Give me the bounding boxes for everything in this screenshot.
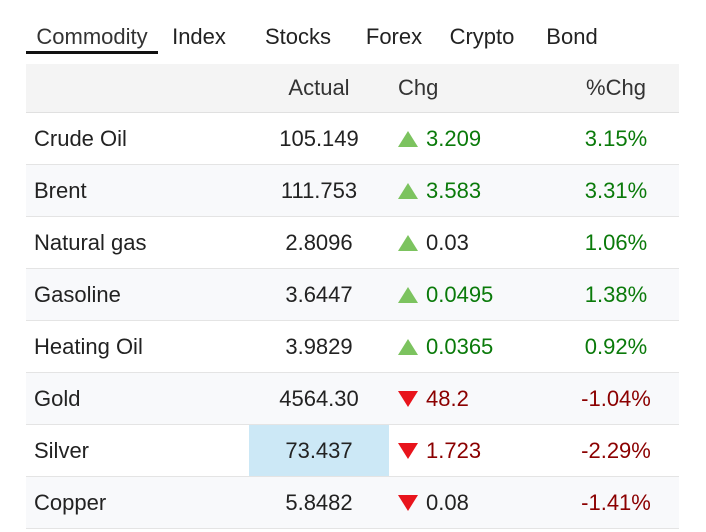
change-value: 3.209 (426, 125, 482, 151)
down-arrow (398, 442, 418, 459)
actual-cell: 3.9829 (285, 333, 353, 359)
down-arrow (398, 494, 418, 511)
header-cell: Actual (288, 75, 350, 100)
change-cell: 0.03 (398, 217, 469, 268)
name-cell: Heating Oil (34, 333, 143, 359)
actual-cell: 4564.30 (279, 385, 359, 411)
table-row[interactable]: Silver 73.437 1.723 -2.29% (26, 425, 679, 477)
tab[interactable]: Commodity (26, 14, 158, 54)
name-cell: Natural gas (34, 229, 147, 255)
tab[interactable]: Forex (365, 24, 423, 49)
actual-cell: 111.753 (280, 177, 358, 203)
quote-table: Actual Chg %Chg Crude Oil 105.149 3.209 3.15% B… (26, 64, 679, 529)
percent-cell: 0.92% (584, 333, 648, 359)
percent-cell: 3.15% (584, 125, 648, 151)
table-row[interactable]: Heating Oil 3.9829 0.0365 0.92% (26, 321, 679, 373)
name-cell: Gold (34, 385, 81, 411)
table-row[interactable]: Brent 111.753 3.583 3.31% (26, 165, 679, 217)
tab-bar: Commodity Index Stocks Forex Crypto Bond (26, 14, 612, 64)
change-cell: 3.583 (398, 165, 481, 216)
change-value: 3.583 (426, 177, 482, 203)
table-row[interactable]: Copper 5.8482 0.08 -1.41% (26, 477, 679, 529)
actual-cell: 73.437 (249, 425, 389, 476)
name-cell: Gasoline (34, 281, 121, 307)
change-value: 0.03 (426, 229, 469, 255)
name-cell: Crude Oil (34, 125, 127, 151)
up-arrow (398, 234, 418, 251)
change-value: 0.08 (426, 489, 469, 515)
actual-cell: 5.8482 (285, 489, 353, 515)
percent-cell: 3.31% (584, 177, 648, 203)
percent-cell: 1.06% (584, 229, 648, 255)
change-cell: 0.0365 (398, 321, 493, 372)
change-value: 1.723 (426, 437, 482, 463)
header-cell: Chg (398, 75, 439, 100)
change-value: 48.2 (426, 385, 469, 411)
tab[interactable]: Stocks (264, 24, 332, 49)
header-cell: %Chg (586, 75, 646, 100)
change-cell: 1.723 (398, 425, 481, 476)
percent-cell: -1.04% (581, 385, 651, 411)
change-cell: 3.209 (398, 113, 481, 164)
up-arrow (398, 338, 418, 355)
header-row: Actual Chg %Chg (26, 64, 679, 113)
change-cell: 0.0495 (398, 269, 493, 320)
name-cell: Copper (34, 489, 107, 515)
change-cell: 48.2 (398, 373, 469, 424)
table-row[interactable]: Crude Oil 105.149 3.209 3.15% (26, 113, 679, 165)
tab[interactable]: Crypto (449, 24, 515, 49)
percent-cell: -1.41% (581, 489, 651, 515)
table-row[interactable]: Natural gas 2.8096 0.03 1.06% (26, 217, 679, 269)
tab[interactable]: Index (172, 24, 226, 49)
change-value: 0.0495 (426, 281, 494, 307)
up-arrow (398, 130, 418, 147)
tab[interactable]: Bond (546, 24, 598, 49)
percent-cell: 1.38% (584, 281, 648, 307)
up-arrow (398, 182, 418, 199)
actual-cell: 3.6447 (285, 281, 353, 307)
percent-cell: -2.29% (581, 437, 651, 463)
actual-cell: 105.149 (279, 125, 359, 151)
name-cell: Brent (34, 177, 87, 203)
up-arrow (398, 286, 418, 303)
change-value: 0.0365 (426, 333, 494, 359)
change-cell: 0.08 (398, 477, 469, 528)
table-row[interactable]: Gasoline 3.6447 0.0495 1.38% (26, 269, 679, 321)
down-arrow (398, 390, 418, 407)
actual-cell: 2.8096 (285, 229, 353, 255)
table-row[interactable]: Gold 4564.30 48.2 -1.04% (26, 373, 679, 425)
name-cell: Silver (34, 437, 90, 463)
